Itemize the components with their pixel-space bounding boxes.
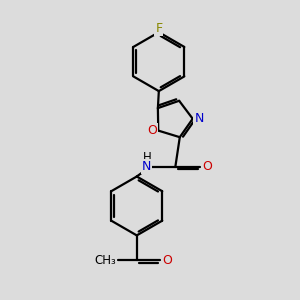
Text: F: F — [155, 22, 162, 35]
Text: CH₃: CH₃ — [94, 254, 116, 267]
Text: O: O — [202, 160, 212, 173]
Text: O: O — [147, 124, 157, 137]
Text: N: N — [194, 112, 204, 125]
Text: H: H — [142, 151, 151, 164]
Text: N: N — [142, 160, 152, 173]
Text: O: O — [162, 254, 172, 267]
